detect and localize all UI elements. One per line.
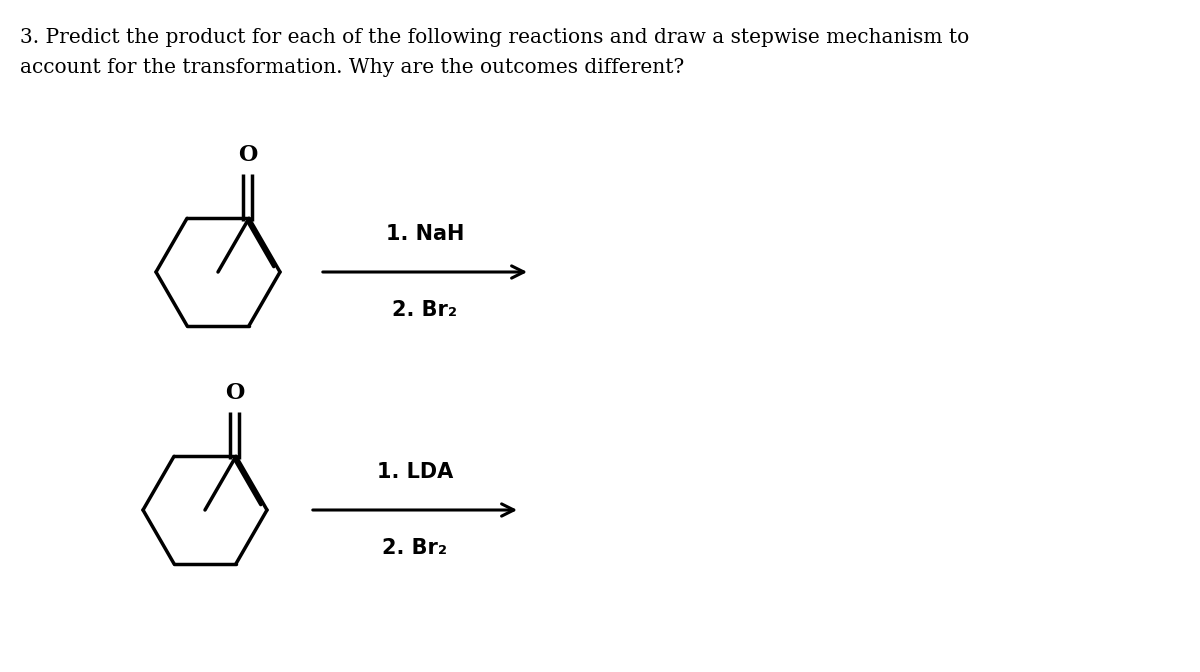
Text: O: O [224,382,244,405]
Text: 2. Br₂: 2. Br₂ [392,300,457,320]
Text: 1. NaH: 1. NaH [386,224,464,244]
Text: 1. LDA: 1. LDA [377,462,454,482]
Text: 3. Predict the product for each of the following reactions and draw a stepwise m: 3. Predict the product for each of the f… [20,28,970,47]
Text: O: O [238,144,257,167]
Text: 2. Br₂: 2. Br₂ [383,538,448,558]
Text: account for the transformation. Why are the outcomes different?: account for the transformation. Why are … [20,58,684,77]
